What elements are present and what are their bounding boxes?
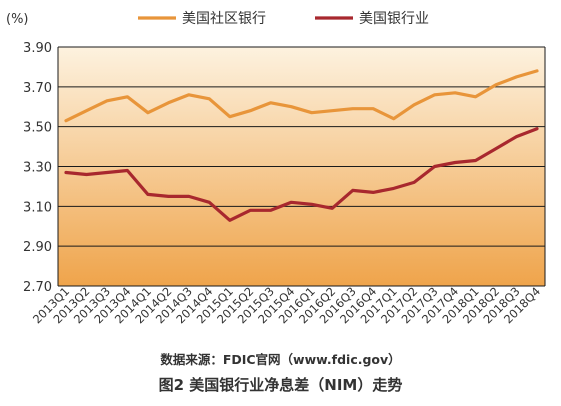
y-tick-label: 3.50	[23, 121, 52, 136]
legend-label: 美国社区银行	[182, 11, 266, 27]
nim-line-chart: 3.903.703.503.303.102.902.70(%)2013Q1201…	[6, 11, 546, 326]
y-tick-label: 3.10	[23, 200, 52, 215]
y-tick-label: 3.90	[23, 41, 52, 56]
y-unit-label: (%)	[6, 12, 29, 27]
y-tick-label: 3.30	[23, 161, 52, 176]
y-tick-label: 2.90	[23, 240, 52, 255]
legend-label: 美国银行业	[359, 11, 429, 27]
y-tick-label: 2.70	[23, 280, 52, 295]
series-line-banking-industry	[64, 127, 539, 222]
series-line-community-banks	[64, 69, 539, 123]
figure-caption: 图2 美国银行业净息差（NIM）走势	[158, 376, 403, 394]
y-tick-label: 3.70	[23, 81, 52, 96]
data-source-note: 数据来源：FDIC官网（www.fdic.gov）	[160, 352, 401, 367]
